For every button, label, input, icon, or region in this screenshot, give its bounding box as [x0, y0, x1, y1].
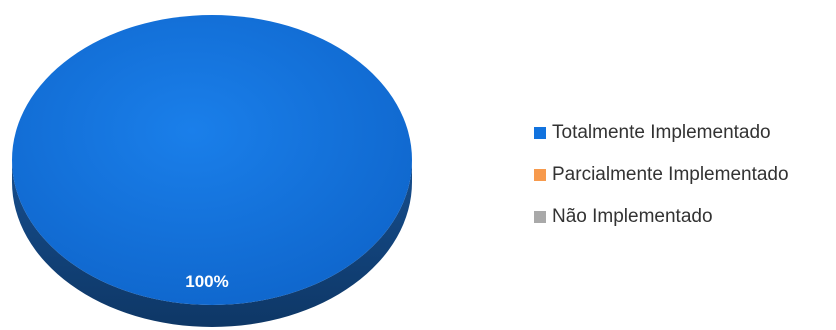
pie-data-label: 100% [185, 272, 228, 291]
legend-item-totalmente: Totalmente Implementado [534, 120, 789, 146]
legend-swatch-parcialmente [534, 169, 546, 181]
legend-item-parcialmente: Parcialmente Implementado [534, 162, 789, 188]
chart-legend: Totalmente Implementado Parcialmente Imp… [534, 120, 789, 230]
pie-group [12, 15, 412, 327]
legend-swatch-totalmente [534, 127, 546, 139]
legend-item-nao: Não Implementado [534, 204, 789, 230]
legend-label-totalmente: Totalmente Implementado [552, 122, 771, 143]
legend-label-nao: Não Implementado [552, 206, 713, 227]
legend-label-parcialmente: Parcialmente Implementado [552, 164, 789, 185]
pie-slice-0 [12, 15, 412, 305]
legend-swatch-nao [534, 211, 546, 223]
